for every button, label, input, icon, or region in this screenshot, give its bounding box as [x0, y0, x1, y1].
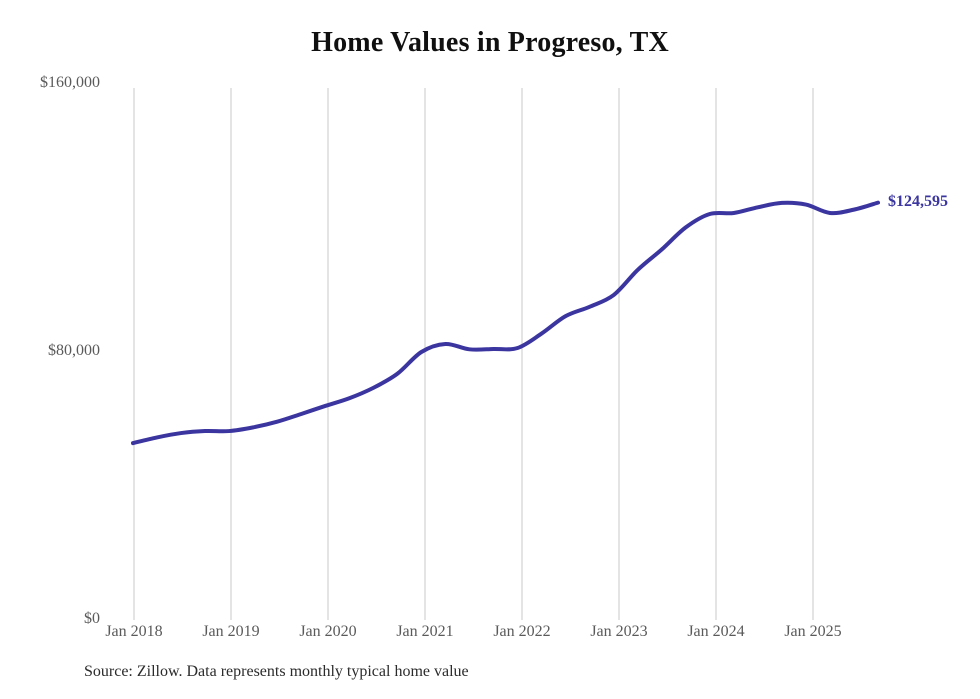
x-axis-tick-jan-2024: Jan 2024	[687, 623, 745, 640]
y-axis-tick-80000: $80,000	[48, 342, 100, 359]
x-axis-tick-jan-2023: Jan 2023	[590, 623, 648, 640]
home-value-line	[131, 200, 880, 446]
x-axis-tick-jan-2018: Jan 2018	[105, 623, 163, 640]
page-title: Home Values in Progreso, TX	[311, 27, 669, 58]
source-note: Source: Zillow. Data represents monthly …	[84, 663, 469, 680]
x-axis-tick-jan-2020: Jan 2020	[299, 623, 357, 640]
y-axis-tick-0: $0	[84, 610, 100, 627]
y-axis-tick-160000: $160,000	[40, 74, 100, 91]
gridlines	[133, 88, 814, 620]
end-value-annotation: $124,595	[888, 192, 948, 210]
x-axis-tick-jan-2019: Jan 2019	[202, 623, 260, 640]
x-axis-tick-jan-2025: Jan 2025	[784, 623, 842, 640]
x-axis-tick-jan-2022: Jan 2022	[493, 623, 551, 640]
x-axis-tick-jan-2021: Jan 2021	[396, 623, 454, 640]
